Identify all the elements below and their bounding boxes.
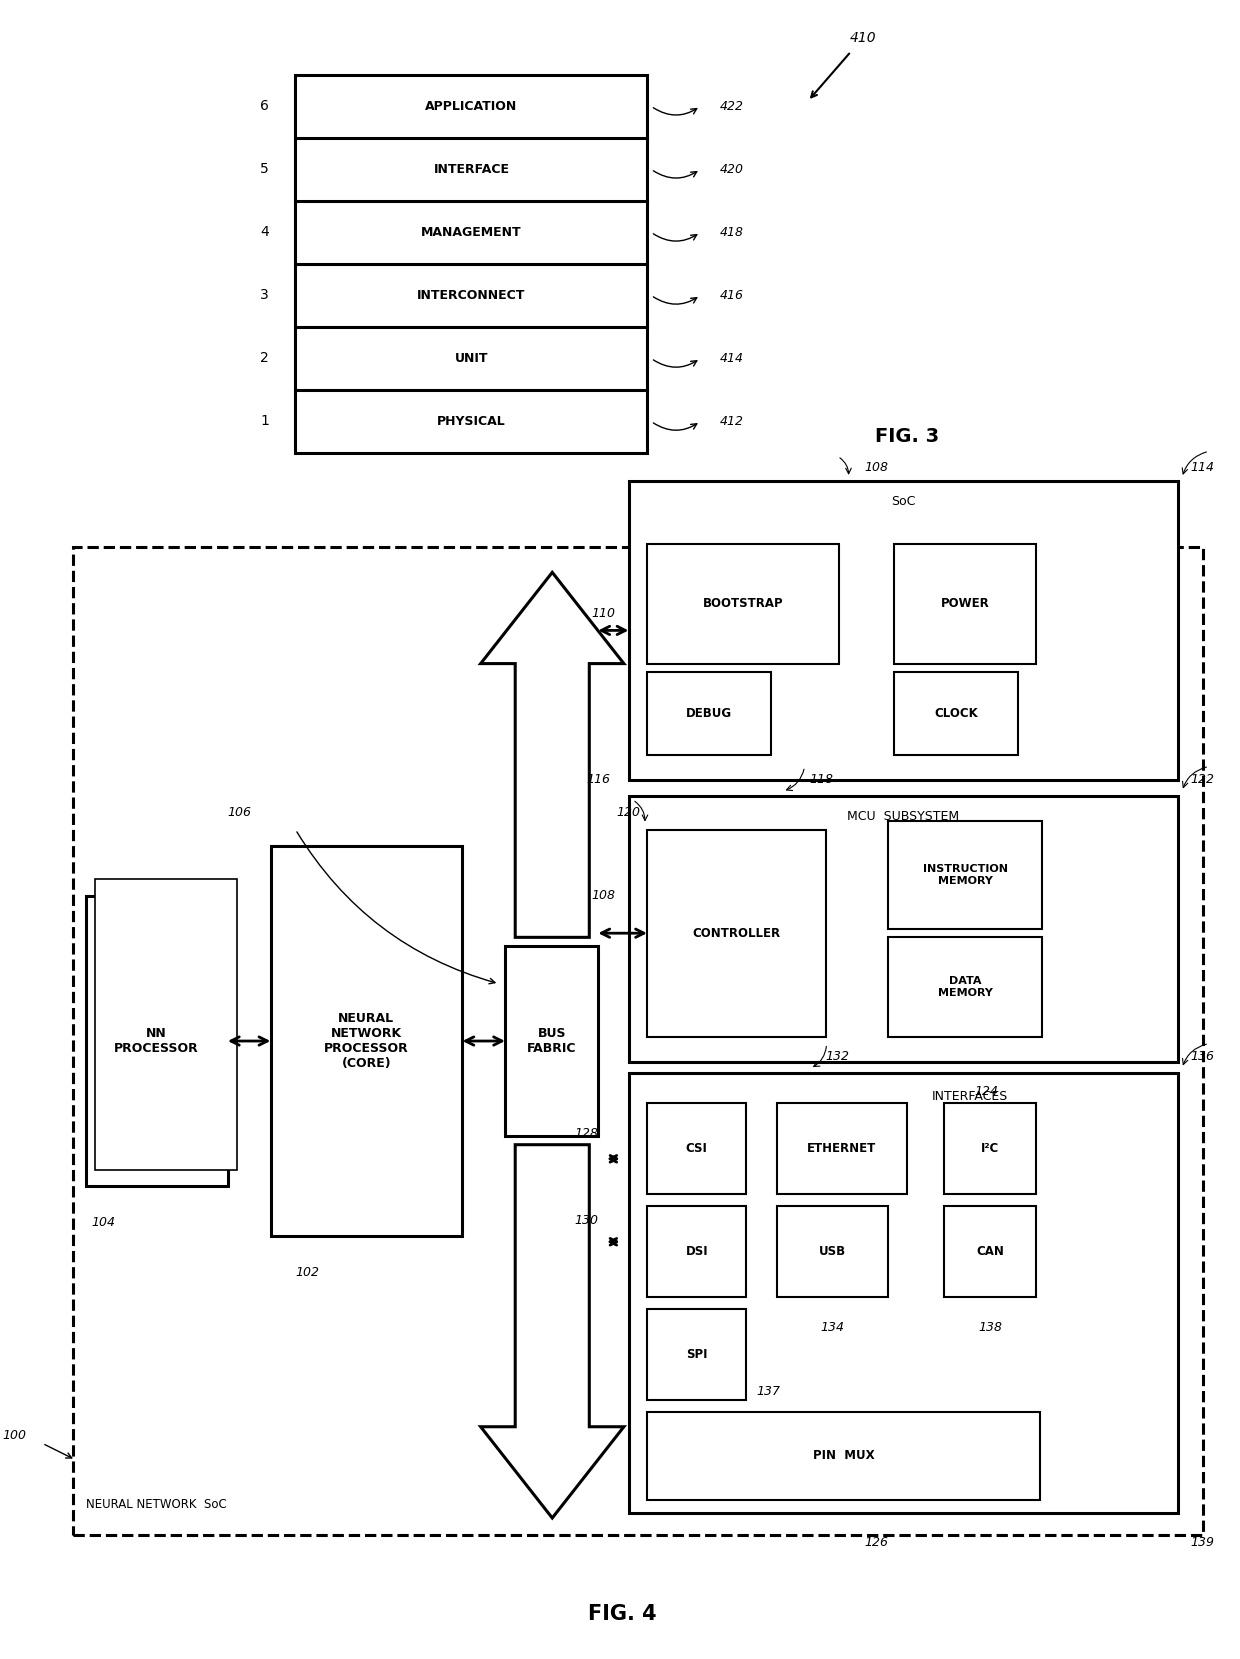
Text: 124: 124: [973, 1085, 998, 1098]
Text: CAN: CAN: [976, 1246, 1004, 1258]
FancyBboxPatch shape: [894, 672, 1018, 755]
Text: 100: 100: [2, 1428, 26, 1442]
Text: DSI: DSI: [686, 1246, 708, 1258]
Text: CLOCK: CLOCK: [934, 707, 978, 720]
FancyBboxPatch shape: [629, 481, 1178, 780]
Text: 422: 422: [719, 100, 743, 113]
FancyBboxPatch shape: [647, 544, 838, 664]
Polygon shape: [481, 1145, 624, 1518]
FancyBboxPatch shape: [95, 879, 237, 1170]
FancyBboxPatch shape: [506, 946, 598, 1136]
Polygon shape: [481, 572, 624, 937]
FancyBboxPatch shape: [888, 821, 1043, 929]
Text: INTERFACES: INTERFACES: [931, 1090, 1008, 1103]
Text: DATA
MEMORY: DATA MEMORY: [937, 975, 993, 999]
Text: 134: 134: [821, 1321, 844, 1334]
Text: INTERFACE: INTERFACE: [434, 163, 510, 176]
Text: POWER: POWER: [941, 597, 990, 611]
Text: SoC: SoC: [892, 494, 915, 508]
Text: 418: 418: [719, 226, 743, 239]
FancyBboxPatch shape: [647, 830, 826, 1037]
Text: 102: 102: [296, 1266, 320, 1279]
Text: ETHERNET: ETHERNET: [807, 1143, 877, 1155]
Text: 136: 136: [1190, 1050, 1215, 1063]
Text: 118: 118: [810, 773, 833, 786]
Text: 420: 420: [719, 163, 743, 176]
FancyBboxPatch shape: [295, 75, 647, 453]
Text: 139: 139: [1190, 1536, 1215, 1550]
Text: 120: 120: [616, 806, 641, 820]
Text: 122: 122: [1190, 773, 1215, 786]
Text: CONTROLLER: CONTROLLER: [693, 927, 781, 939]
Text: MCU  SUBSYSTEM: MCU SUBSYSTEM: [847, 810, 960, 823]
Text: PHYSICAL: PHYSICAL: [436, 415, 506, 428]
FancyBboxPatch shape: [73, 547, 1203, 1535]
Text: USB: USB: [818, 1246, 846, 1258]
Text: APPLICATION: APPLICATION: [425, 100, 517, 113]
Text: FIG. 4: FIG. 4: [588, 1604, 657, 1624]
FancyBboxPatch shape: [777, 1206, 888, 1297]
FancyBboxPatch shape: [86, 896, 227, 1186]
Text: PIN  MUX: PIN MUX: [813, 1450, 874, 1462]
Text: 414: 414: [719, 352, 743, 365]
FancyBboxPatch shape: [647, 672, 771, 755]
Text: 126: 126: [864, 1536, 888, 1550]
Text: DEBUG: DEBUG: [686, 707, 732, 720]
FancyBboxPatch shape: [777, 1103, 906, 1194]
Text: NN
PROCESSOR: NN PROCESSOR: [114, 1027, 198, 1055]
Text: MANAGEMENT: MANAGEMENT: [422, 226, 522, 239]
Text: 106: 106: [228, 806, 252, 820]
Text: 110: 110: [591, 607, 616, 620]
Text: CSI: CSI: [686, 1143, 708, 1155]
Text: 116: 116: [587, 773, 610, 786]
Text: 114: 114: [1190, 461, 1215, 474]
Text: 6: 6: [260, 100, 269, 113]
Text: 416: 416: [719, 289, 743, 302]
Text: 132: 132: [826, 1050, 849, 1063]
FancyBboxPatch shape: [647, 1309, 746, 1400]
FancyBboxPatch shape: [647, 1412, 1040, 1500]
Text: 128: 128: [574, 1128, 598, 1140]
Text: 5: 5: [260, 163, 269, 176]
Text: 1: 1: [260, 415, 269, 428]
Text: 3: 3: [260, 289, 269, 302]
FancyBboxPatch shape: [944, 1206, 1037, 1297]
FancyBboxPatch shape: [270, 846, 463, 1236]
Text: NEURAL
NETWORK
PROCESSOR
(CORE): NEURAL NETWORK PROCESSOR (CORE): [324, 1012, 409, 1070]
Text: SPI: SPI: [686, 1349, 708, 1360]
FancyBboxPatch shape: [647, 1206, 746, 1297]
Text: BUS
FABRIC: BUS FABRIC: [527, 1027, 577, 1055]
Text: UNIT: UNIT: [455, 352, 489, 365]
FancyBboxPatch shape: [894, 544, 1037, 664]
Text: I²C: I²C: [981, 1143, 999, 1155]
Text: 130: 130: [574, 1214, 598, 1226]
Text: 138: 138: [978, 1321, 1002, 1334]
Text: 108: 108: [591, 889, 616, 902]
Text: 4: 4: [260, 226, 269, 239]
Text: FIG. 3: FIG. 3: [874, 426, 939, 446]
FancyBboxPatch shape: [629, 796, 1178, 1062]
Text: 2: 2: [260, 352, 269, 365]
FancyBboxPatch shape: [944, 1103, 1037, 1194]
Text: NEURAL NETWORK  SoC: NEURAL NETWORK SoC: [86, 1498, 226, 1511]
FancyBboxPatch shape: [888, 937, 1043, 1037]
Text: BOOTSTRAP: BOOTSTRAP: [703, 597, 784, 611]
Text: 410: 410: [851, 32, 877, 45]
Text: 108: 108: [864, 461, 888, 474]
Text: INSTRUCTION
MEMORY: INSTRUCTION MEMORY: [923, 864, 1008, 886]
Text: 137: 137: [756, 1385, 780, 1399]
FancyBboxPatch shape: [629, 1073, 1178, 1513]
Text: INTERCONNECT: INTERCONNECT: [417, 289, 526, 302]
Text: 412: 412: [719, 415, 743, 428]
Text: 104: 104: [92, 1216, 115, 1229]
FancyBboxPatch shape: [647, 1103, 746, 1194]
